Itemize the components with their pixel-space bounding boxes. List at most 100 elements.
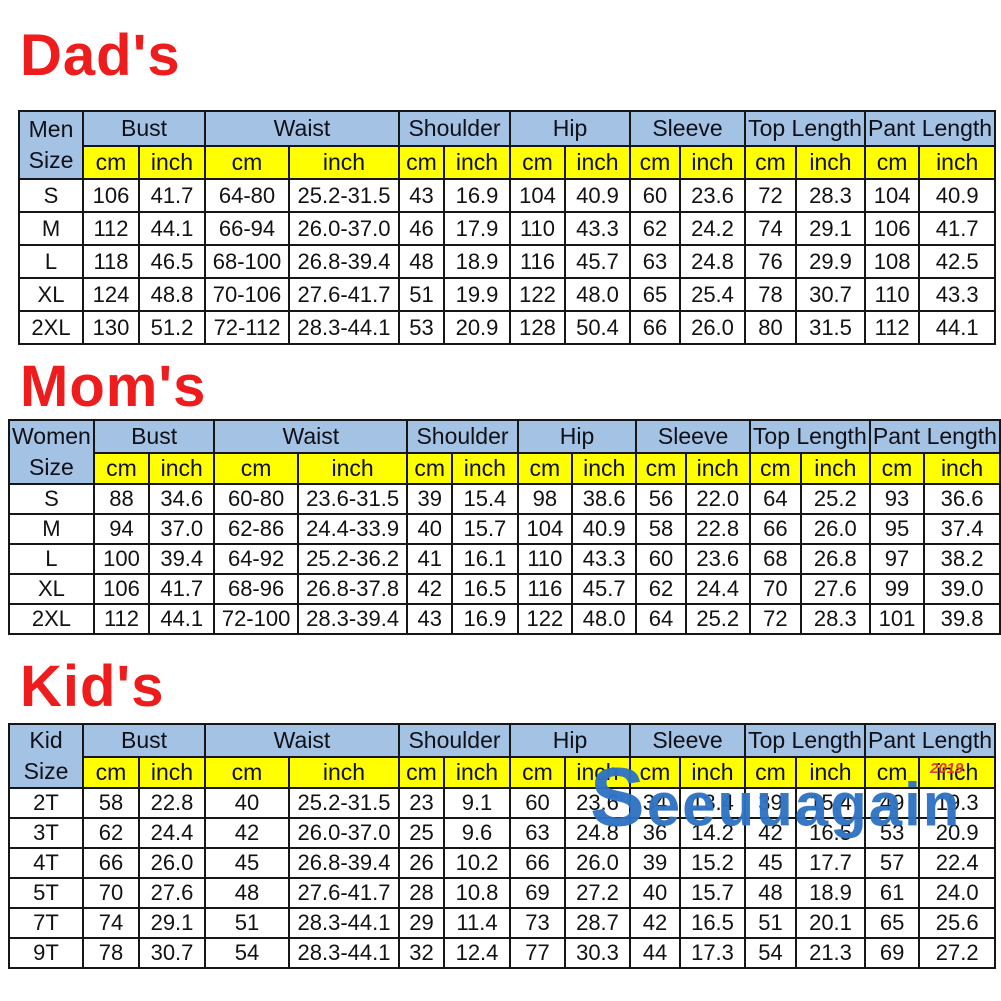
unit-header-bust-inch: inch — [138, 755, 206, 790]
value-cell: 24.2 — [679, 211, 746, 246]
value-cell: 68-96 — [213, 573, 299, 605]
value-cell: 26.8 — [799, 543, 871, 575]
value-cell: 104 — [516, 513, 574, 545]
value-cell: 48.0 — [564, 277, 631, 312]
value-cell: 15.7 — [451, 513, 519, 545]
value-cell: 26.0 — [679, 310, 746, 345]
value-cell: 16.5 — [451, 573, 519, 605]
value-cell: 72 — [744, 178, 797, 213]
value-cell: 106 — [82, 178, 140, 213]
value-cell: 65 — [629, 277, 681, 312]
value-cell: 88 — [92, 483, 151, 515]
value-cell: 23.6-31.5 — [296, 483, 409, 515]
value-cell: 48 — [204, 877, 290, 909]
header-bust: Bust — [82, 723, 206, 758]
value-cell: 66 — [509, 847, 566, 879]
value-cell: 22.8 — [684, 513, 751, 545]
unit-header-sleeve-cm: cm — [629, 145, 681, 180]
value-cell: 24.4 — [138, 817, 206, 849]
value-cell: 36 — [629, 817, 681, 849]
value-cell: 64 — [635, 603, 687, 635]
value-cell: 60 — [509, 787, 566, 819]
value-cell: 39.0 — [923, 573, 1001, 605]
size-label: M — [18, 211, 84, 246]
value-cell: 25 — [398, 817, 445, 849]
header-sleeve: Sleeve — [629, 110, 746, 147]
dads-size-table: Men Size Bust Waist Shoulder Hip Sleeve Top Len… — [18, 110, 997, 345]
size-label: L — [18, 244, 84, 279]
unit-header-top-length-cm: cm — [744, 145, 797, 180]
value-cell: 39 — [629, 847, 681, 879]
value-cell: 46.5 — [138, 244, 206, 279]
value-cell: 28.3-44.1 — [288, 907, 400, 939]
unit-header-sleeve-inch: inch — [679, 145, 746, 180]
value-cell: 40 — [406, 513, 454, 545]
unit-header-hip-inch: inch — [564, 755, 631, 790]
value-cell: 43.3 — [918, 277, 997, 312]
unit-header-waist-cm: cm — [213, 451, 299, 486]
unit-header-hip-inch: inch — [571, 451, 638, 486]
value-cell: 30.7 — [138, 937, 206, 969]
value-cell: 24.4-33.9 — [296, 513, 409, 545]
unit-header-hip-cm: cm — [509, 145, 566, 180]
value-cell: 58 — [635, 513, 687, 545]
header-shoulder: Shoulder — [406, 419, 519, 454]
size-row-4t: 4T 66 26.0 45 26.8-39.4 26 10.2 66 26.0 39 15.2 45 1… — [8, 847, 997, 879]
unit-header-bust-inch: inch — [148, 451, 216, 486]
value-cell: 16.9 — [443, 178, 511, 213]
value-cell: 39 — [744, 787, 797, 819]
header-sleeve: Sleeve — [635, 419, 751, 454]
unit-header-pant-length-inch: inch — [918, 755, 997, 790]
unit-header-bust-cm: cm — [82, 755, 140, 790]
value-cell: 18.9 — [795, 877, 866, 909]
value-cell: 40 — [204, 787, 290, 819]
value-cell: 41 — [406, 543, 454, 575]
header-bust: Bust — [92, 419, 216, 454]
value-cell: 51 — [744, 907, 797, 939]
value-cell: 40.9 — [918, 178, 997, 213]
header-top-length: Top Length — [744, 723, 866, 758]
value-cell: 62 — [82, 817, 140, 849]
value-cell: 70 — [82, 877, 140, 909]
value-cell: 16.1 — [451, 543, 519, 575]
section-title-kids: Kid's — [20, 654, 165, 719]
value-cell: 28 — [398, 877, 445, 909]
moms-size-table: Women Size Bust Waist Shoulder Hip Sleeve Top L… — [8, 419, 1001, 635]
value-cell: 63 — [509, 817, 566, 849]
unit-header-shoulder-cm: cm — [398, 145, 445, 180]
value-cell: 49 — [863, 787, 921, 819]
value-cell: 43.3 — [564, 211, 631, 246]
unit-header-waist-inch: inch — [296, 451, 409, 486]
value-cell: 11.4 — [443, 907, 511, 939]
value-cell: 100 — [92, 543, 151, 575]
value-cell: 26.8-39.4 — [288, 244, 400, 279]
value-cell: 64-80 — [204, 178, 290, 213]
value-cell: 54 — [204, 937, 290, 969]
unit-header-top-length-inch: inch — [795, 755, 866, 790]
size-row-s: S 106 41.7 64-80 25.2-31.5 43 16.9 104 40.9 60 23.… — [18, 178, 997, 213]
value-cell: 74 — [82, 907, 140, 939]
unit-header-waist-cm: cm — [204, 145, 290, 180]
value-cell: 15.7 — [679, 877, 746, 909]
value-cell: 51 — [398, 277, 445, 312]
value-cell: 112 — [863, 310, 921, 345]
unit-header-sleeve-cm: cm — [629, 755, 681, 790]
value-cell: 39.8 — [923, 603, 1001, 635]
value-cell: 22.8 — [138, 787, 206, 819]
size-label: 9T — [8, 937, 84, 969]
value-cell: 42 — [204, 817, 290, 849]
value-cell: 51.2 — [138, 310, 206, 345]
value-cell: 26.0 — [138, 847, 206, 879]
value-cell: 23.6 — [564, 787, 631, 819]
value-cell: 38.6 — [571, 483, 638, 515]
value-cell: 45.7 — [564, 244, 631, 279]
value-cell: 15.4 — [451, 483, 519, 515]
unit-header-shoulder-inch: inch — [443, 145, 511, 180]
header-pant-length: Pant Length — [863, 110, 997, 147]
value-cell: 108 — [863, 244, 921, 279]
value-cell: 130 — [82, 310, 140, 345]
unit-header-waist-inch: inch — [288, 755, 400, 790]
value-cell: 48 — [398, 244, 445, 279]
section-moms: Mom's Women Size Bust Waist Shoulder Hip Sleev… — [0, 357, 1001, 635]
unit-header-sleeve-cm: cm — [635, 451, 687, 486]
